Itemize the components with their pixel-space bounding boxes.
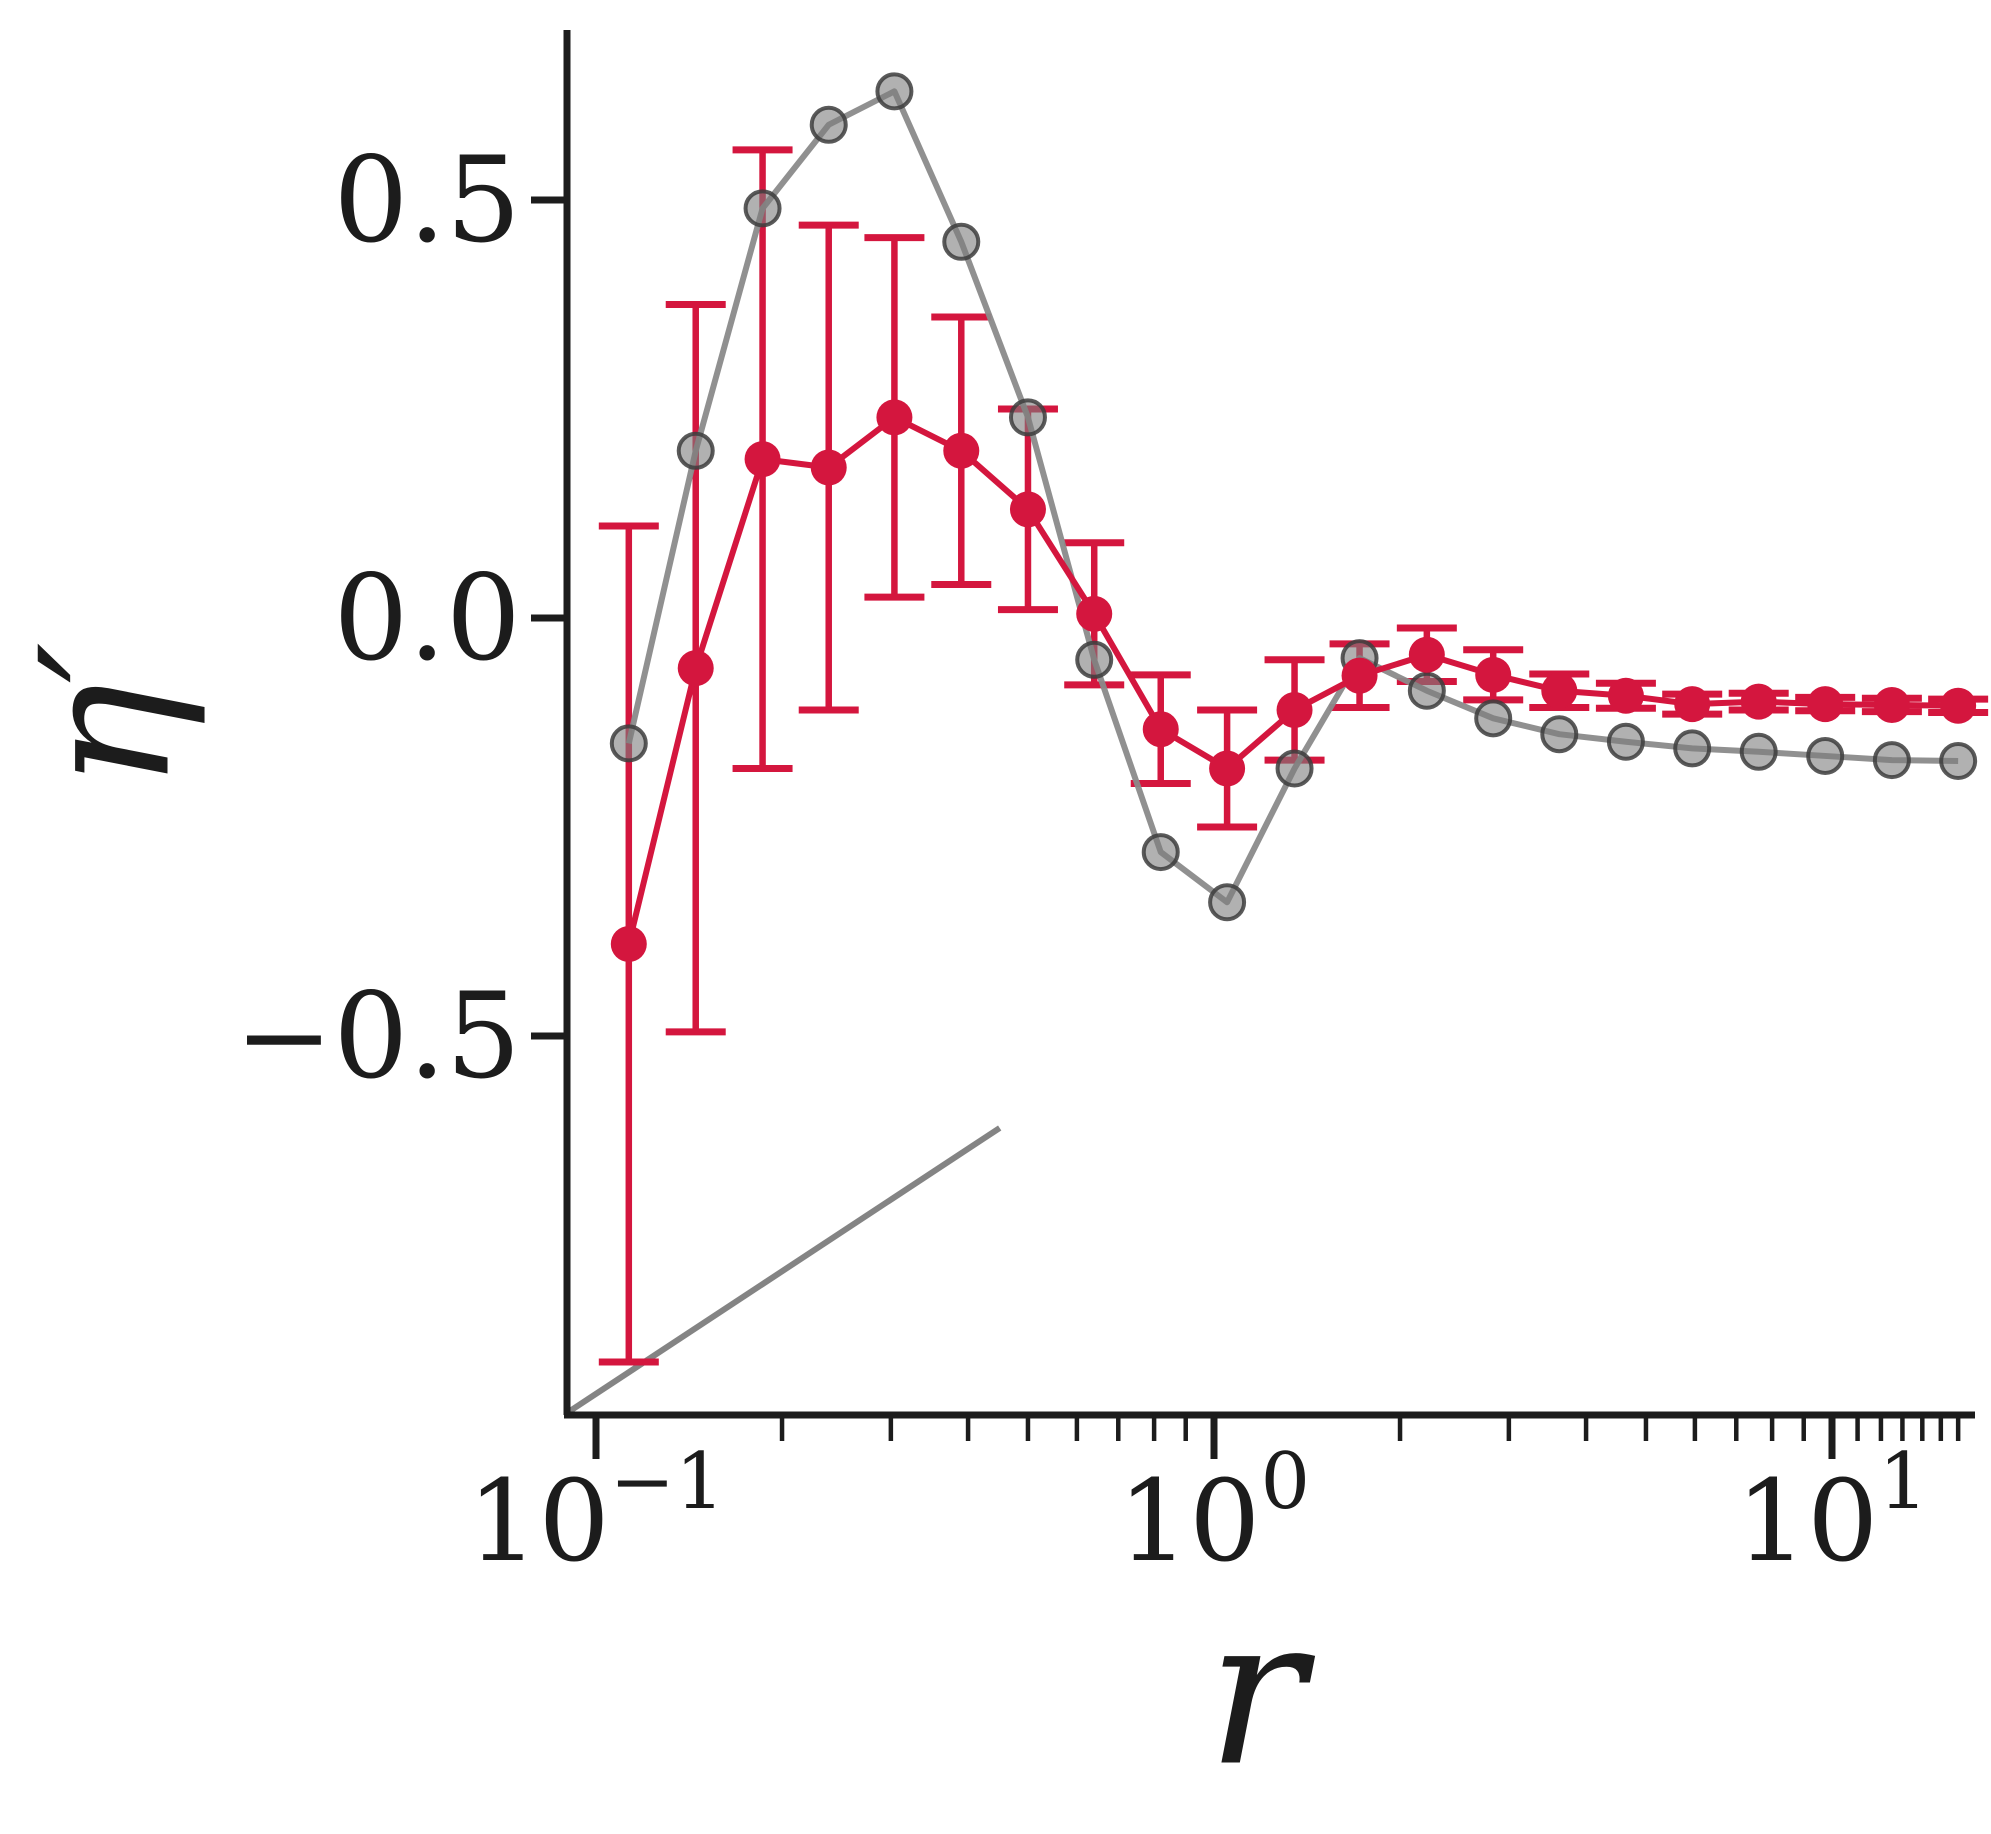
- red-data-point: [1276, 691, 1313, 728]
- gray-data-point: [1673, 729, 1712, 768]
- gray-data-point: [1606, 722, 1645, 761]
- y-axis-label-text: η′: [2, 642, 210, 790]
- gray-data-point: [1075, 640, 1114, 679]
- red-data-point: [810, 449, 847, 486]
- gray-data-point: [676, 431, 715, 470]
- y-tick-label: 0.5: [333, 131, 521, 269]
- gray-data-point: [1474, 699, 1513, 738]
- red-data-point: [1940, 687, 1977, 724]
- gray-data-point: [1939, 741, 1978, 780]
- gray-data-point: [809, 105, 848, 144]
- red-data-point: [1807, 686, 1844, 723]
- red-data-point: [1475, 656, 1512, 693]
- gray-data-point: [875, 72, 914, 111]
- red-data-point: [1341, 657, 1378, 694]
- gray-data-point: [1141, 833, 1180, 872]
- gray-data-point: [1208, 883, 1247, 922]
- y-tick-label: 0.0: [333, 549, 521, 687]
- x-axis-label-text: r: [1207, 1573, 1305, 1812]
- red-data-point: [1076, 595, 1113, 632]
- gray-data-point: [609, 724, 648, 763]
- y-tick-label: −0.5: [234, 967, 521, 1105]
- gray-data-point: [1806, 736, 1845, 775]
- red-data-point: [677, 650, 714, 687]
- series-gray: [609, 72, 1978, 922]
- gray-data-point: [942, 222, 981, 261]
- red-data-point: [1607, 677, 1644, 714]
- red-data-point: [1209, 750, 1246, 787]
- red-data-point: [1873, 686, 1910, 723]
- red-data-point: [1142, 711, 1179, 748]
- x-axis-ticks: 10−1 100 101: [467, 1415, 1961, 1587]
- gray-data-point: [1739, 732, 1778, 771]
- gray-data-point: [1540, 715, 1579, 754]
- x-tick-label: 101: [1736, 1437, 1928, 1587]
- red-data-point: [1674, 686, 1711, 723]
- red-data-point: [1009, 491, 1046, 528]
- red-data-point: [744, 441, 781, 478]
- red-data-point: [943, 432, 980, 469]
- gray-data-point: [1008, 398, 1047, 437]
- y-axis-ticks: 0.5 0.0 −0.5: [234, 131, 567, 1105]
- red-data-point: [610, 926, 647, 963]
- red-data-point: [1408, 636, 1445, 673]
- gray-data-point: [1407, 671, 1446, 710]
- red-data-point: [876, 399, 913, 436]
- series-red: [610, 399, 1977, 963]
- x-tick-label: 10−1: [467, 1437, 725, 1587]
- gray-data-point: [1275, 749, 1314, 788]
- gray-data-point: [743, 189, 782, 228]
- red-data-point: [1740, 683, 1777, 720]
- axes-spines: [563, 30, 1975, 1419]
- x-tick-label: 100: [1118, 1437, 1310, 1587]
- gray-data-point: [1872, 741, 1911, 780]
- red-data-point: [1541, 672, 1578, 709]
